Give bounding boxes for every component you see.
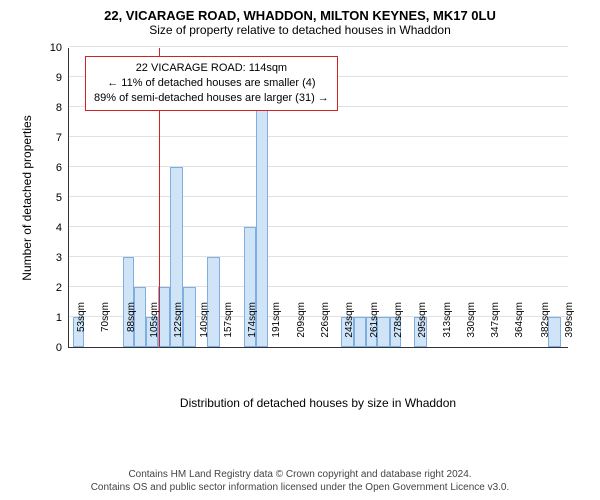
- y-tick-label: 4: [40, 222, 62, 234]
- x-tick-label: 70sqm: [100, 302, 111, 352]
- x-tick-label: 330sqm: [466, 302, 477, 352]
- x-tick-label: 174sqm: [247, 302, 258, 352]
- page-subtitle: Size of property relative to detached ho…: [0, 23, 600, 41]
- x-tick-label: 209sqm: [296, 302, 307, 352]
- histogram-bar: [256, 107, 267, 347]
- y-tick-label: 0: [40, 342, 62, 354]
- x-tick-label: 382sqm: [540, 302, 551, 352]
- annotation-line: 89% of semi-detached houses are larger (…: [94, 91, 329, 106]
- x-tick-label: 122sqm: [173, 302, 184, 352]
- y-tick-label: 3: [40, 252, 62, 264]
- x-tick-label: 278sqm: [393, 302, 404, 352]
- gridline: [69, 46, 568, 47]
- x-tick-label: 88sqm: [126, 302, 137, 352]
- y-tick-label: 9: [40, 72, 62, 84]
- x-tick-label: 347sqm: [490, 302, 501, 352]
- histogram-bar: [354, 317, 367, 347]
- gridline: [69, 256, 568, 257]
- histogram-bar: [183, 287, 196, 347]
- y-tick-label: 2: [40, 282, 62, 294]
- y-tick-label: 1: [40, 312, 62, 324]
- x-tick-label: 105sqm: [149, 302, 160, 352]
- page-title: 22, VICARAGE ROAD, WHADDON, MILTON KEYNE…: [0, 0, 600, 23]
- gridline: [69, 226, 568, 227]
- footer-attribution: Contains HM Land Registry data © Crown c…: [0, 468, 600, 494]
- x-tick-label: 157sqm: [223, 302, 234, 352]
- y-tick-label: 6: [40, 162, 62, 174]
- x-tick-label: 364sqm: [514, 302, 525, 352]
- y-tick-label: 10: [40, 42, 62, 54]
- x-axis-label: Distribution of detached houses by size …: [68, 396, 568, 410]
- x-tick-label: 140sqm: [199, 302, 210, 352]
- histogram-chart: Number of detached properties 22 VICARAG…: [40, 48, 580, 398]
- footer-line: Contains HM Land Registry data © Crown c…: [0, 468, 600, 481]
- x-tick-label: 53sqm: [76, 302, 87, 352]
- x-tick-label: 226sqm: [320, 302, 331, 352]
- annotation-line: 22 VICARAGE ROAD: 114sqm: [94, 61, 329, 76]
- gridline: [69, 166, 568, 167]
- x-tick-label: 313sqm: [442, 302, 453, 352]
- gridline: [69, 196, 568, 197]
- x-tick-label: 295sqm: [417, 302, 428, 352]
- y-tick-label: 5: [40, 192, 62, 204]
- x-tick-label: 261sqm: [369, 302, 380, 352]
- annotation-box: 22 VICARAGE ROAD: 114sqm ← 11% of detach…: [85, 56, 338, 111]
- y-tick-label: 7: [40, 132, 62, 144]
- y-tick-label: 8: [40, 102, 62, 114]
- x-tick-label: 399sqm: [564, 302, 575, 352]
- gridline: [69, 136, 568, 137]
- annotation-line: ← 11% of detached houses are smaller (4): [94, 76, 329, 91]
- x-tick-label: 191sqm: [271, 302, 282, 352]
- x-tick-label: 243sqm: [344, 302, 355, 352]
- footer-line: Contains OS and public sector informatio…: [0, 481, 600, 494]
